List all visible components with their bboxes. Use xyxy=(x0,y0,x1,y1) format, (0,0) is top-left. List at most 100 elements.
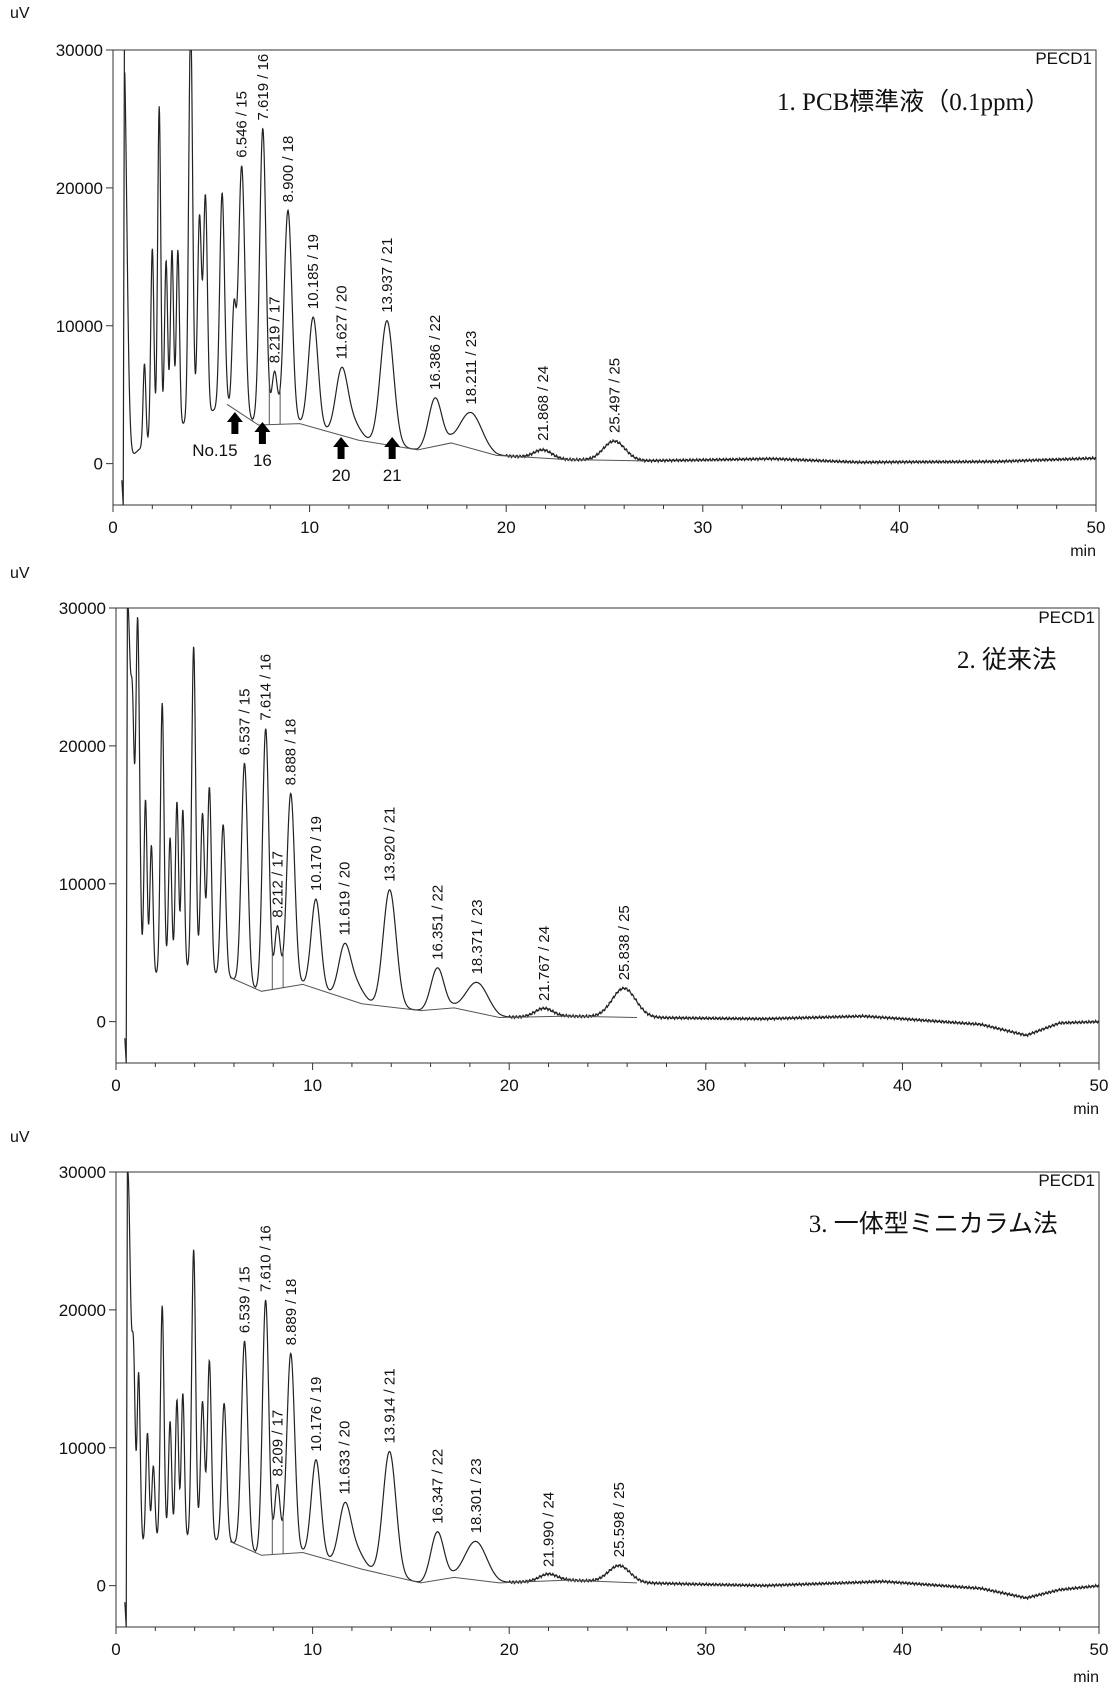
chromatogram-trace xyxy=(127,608,1099,1038)
detector-label: PECD1 xyxy=(1038,1171,1095,1190)
y-tick-label: 0 xyxy=(94,455,103,474)
peak-label: 18.211 / 23 xyxy=(463,331,480,405)
x-tick-label: 30 xyxy=(696,1640,715,1659)
peak-label: 8.212 / 17 xyxy=(269,851,286,918)
x-axis-label: min xyxy=(1073,1669,1099,1686)
injection-spike xyxy=(124,1172,128,1628)
chromatogram-trace xyxy=(124,50,1096,465)
chromatogram-panel-3: 0 10000 20000 30000 0 10 20 30 40 50 uV min PECD1 3. … xyxy=(10,1129,1108,1686)
peak-label: 11.619 / 20 xyxy=(336,862,353,936)
chromatogram-panel-1: 0 10000 20000 30000 0 10 20 30 40 50 uV min PECD1 1. … xyxy=(10,5,1105,560)
plot-frame xyxy=(115,607,1100,1064)
x-tick-label: 10 xyxy=(300,518,319,537)
peak-label: 8.900 / 18 xyxy=(280,136,297,203)
peak-label: 25.598 / 25 xyxy=(611,1482,628,1557)
up-arrow-icon xyxy=(254,422,271,444)
y-axis-label: uV xyxy=(10,5,30,22)
chromatogram-trace xyxy=(127,1172,1099,1601)
up-arrow-icon xyxy=(226,412,243,434)
x-tick-label: 0 xyxy=(111,1076,120,1095)
peak-label: 16.386 / 22 xyxy=(427,315,444,390)
up-arrow-icon xyxy=(384,437,401,459)
peak-label: 11.633 / 20 xyxy=(337,1421,354,1495)
x-tick-label: 0 xyxy=(108,518,117,537)
peak-label: 25.497 / 25 xyxy=(606,358,623,433)
y-tick-label: 30000 xyxy=(59,1163,106,1182)
x-tick-label: 0 xyxy=(111,1640,120,1659)
peak-label: 6.546 / 15 xyxy=(234,91,251,158)
y-tick-label: 0 xyxy=(97,1013,106,1032)
peak-label: 6.537 / 15 xyxy=(237,689,254,756)
y-tick-label: 20000 xyxy=(56,179,103,198)
injection-spike xyxy=(121,50,125,506)
peak-label: 7.619 / 16 xyxy=(255,54,272,121)
annotation-label: 21 xyxy=(383,466,402,485)
annotation-arrow-group: No.15 xyxy=(192,412,243,460)
y-tick-label: 20000 xyxy=(59,1301,106,1320)
peak-label: 16.351 / 22 xyxy=(429,885,446,960)
peak-label: 7.614 / 16 xyxy=(258,654,275,721)
y-axis-label: uV xyxy=(10,565,30,582)
x-tick-label: 30 xyxy=(693,518,712,537)
peak-label: 18.371 / 23 xyxy=(469,899,486,974)
x-tick-label: 40 xyxy=(893,1640,912,1659)
peak-label: 8.219 / 17 xyxy=(267,296,284,363)
chromatogram-panel-2: 0 10000 20000 30000 0 10 20 30 40 50 uV min PECD1 2. … xyxy=(10,565,1108,1118)
x-tick-label: 30 xyxy=(696,1076,715,1095)
panel-title: 3. 一体型ミニカラム法 xyxy=(809,1210,1058,1238)
x-tick-label: 50 xyxy=(1087,518,1106,537)
x-tick-label: 10 xyxy=(303,1076,322,1095)
x-axis-label: min xyxy=(1070,543,1096,560)
peak-label: 21.767 / 24 xyxy=(536,926,553,1001)
y-tick-label: 10000 xyxy=(59,875,106,894)
annotation-arrow-group: 16 xyxy=(253,422,272,470)
peak-label: 13.914 / 21 xyxy=(382,1368,399,1443)
x-tick-label: 50 xyxy=(1090,1076,1108,1095)
x-tick-label: 20 xyxy=(500,1076,519,1095)
y-tick-label: 10000 xyxy=(59,1439,106,1458)
x-tick-label: 20 xyxy=(497,518,516,537)
peak-label: 11.627 / 20 xyxy=(334,285,351,359)
x-axis-label: min xyxy=(1073,1101,1099,1118)
x-tick-label: 40 xyxy=(893,1076,912,1095)
y-tick-label: 30000 xyxy=(59,599,106,618)
injection-spike xyxy=(124,608,128,1064)
peak-label: 8.209 / 17 xyxy=(269,1410,286,1477)
integration-baseline xyxy=(229,977,638,1019)
annotation-label: No.15 xyxy=(192,441,237,460)
peak-label: 6.539 / 15 xyxy=(237,1266,254,1333)
plot-frame xyxy=(112,49,1097,506)
detector-label: PECD1 xyxy=(1038,608,1095,627)
peak-label: 10.176 / 19 xyxy=(308,1377,325,1452)
x-tick-label: 10 xyxy=(303,1640,322,1659)
y-tick-label: 10000 xyxy=(56,317,103,336)
integration-baseline xyxy=(229,1541,638,1584)
peak-label: 10.185 / 19 xyxy=(305,234,322,309)
y-axis-label: uV xyxy=(10,1129,30,1146)
peak-label: 21.990 / 24 xyxy=(540,1492,557,1567)
y-tick-label: 0 xyxy=(97,1577,106,1596)
peak-label: 13.937 / 21 xyxy=(379,238,396,313)
x-tick-label: 20 xyxy=(500,1640,519,1659)
x-tick-label: 40 xyxy=(890,518,909,537)
integration-baseline xyxy=(226,403,644,462)
peak-label: 13.920 / 21 xyxy=(382,807,399,882)
annotation-arrow-group: 20 xyxy=(332,437,351,485)
up-arrow-icon xyxy=(333,437,350,459)
detector-label: PECD1 xyxy=(1035,49,1092,68)
y-tick-label: 20000 xyxy=(59,737,106,756)
peak-label: 16.347 / 22 xyxy=(429,1449,446,1524)
panel-title: 1. PCB標準液（0.1ppm） xyxy=(777,88,1050,116)
peak-label: 21.868 / 24 xyxy=(535,366,552,441)
y-tick-label: 30000 xyxy=(56,41,103,60)
peak-label: 10.170 / 19 xyxy=(308,816,325,891)
peak-label: 25.838 / 25 xyxy=(616,905,633,980)
peak-label: 8.888 / 18 xyxy=(283,719,300,786)
plot-frame xyxy=(115,1171,1100,1628)
annotation-label: 20 xyxy=(332,466,351,485)
x-tick-label: 50 xyxy=(1090,1640,1108,1659)
peak-label: 8.889 / 18 xyxy=(283,1279,300,1346)
annotation-label: 16 xyxy=(253,451,272,470)
